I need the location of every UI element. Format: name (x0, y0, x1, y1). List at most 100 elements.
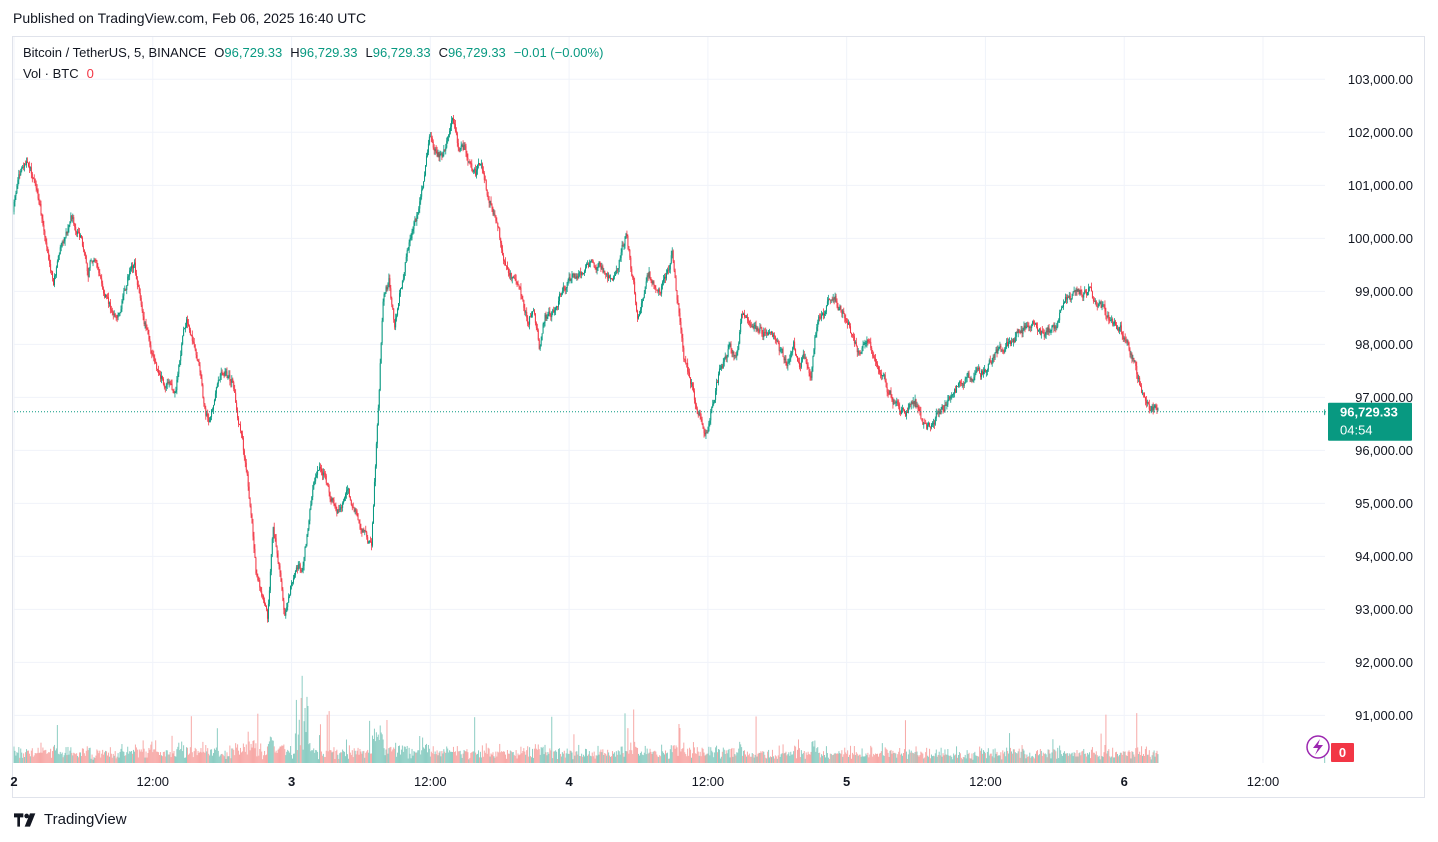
candle-body (1022, 329, 1024, 334)
candle-body (1026, 325, 1028, 328)
volume-bar (977, 756, 979, 763)
candle-body (1101, 305, 1103, 308)
candle-body (1007, 342, 1009, 347)
volume-bar (464, 751, 466, 763)
candle-body (850, 333, 852, 335)
volume-bar (673, 745, 675, 763)
candle-body (1061, 307, 1063, 311)
tradingview-logo[interactable]: TradingView (14, 811, 127, 828)
volume-bar (398, 746, 400, 763)
volume-bar (560, 756, 562, 763)
candle-body (629, 250, 631, 258)
candle-body (594, 267, 596, 268)
candle-body (658, 289, 660, 292)
volume-bar (451, 751, 453, 763)
volume-bar (765, 757, 767, 763)
candle-body (554, 310, 556, 313)
candle-body (668, 269, 670, 271)
volume-bar (629, 749, 631, 763)
volume-bar (596, 755, 598, 763)
candle-body (1054, 326, 1056, 329)
candle-body (549, 311, 551, 316)
candle-body (916, 406, 918, 408)
candle-body (645, 281, 647, 287)
candle-body (514, 278, 516, 280)
volume-bar (513, 754, 515, 763)
volume-bar (736, 752, 738, 763)
volume-bar (452, 746, 454, 763)
volume-bar (870, 745, 872, 763)
candle-body (444, 149, 446, 151)
volume-bar (81, 748, 83, 763)
volume-bar (218, 756, 220, 763)
volume-bar (873, 753, 875, 763)
volume-bar (320, 751, 322, 763)
candle-body (1034, 323, 1036, 325)
candle-body (347, 488, 349, 490)
volume-bar (419, 736, 421, 763)
candle-body (565, 288, 567, 291)
candle-body (731, 349, 733, 354)
volume-bar (983, 750, 985, 763)
candle-body (898, 404, 900, 407)
volume-bar (681, 748, 683, 763)
volume-bar (49, 752, 51, 763)
candle-body (458, 148, 460, 151)
lightning-icon[interactable] (1306, 735, 1330, 759)
candle-body (553, 310, 555, 313)
candle-body (331, 498, 333, 502)
volume-bar (639, 753, 641, 763)
candle-body (1128, 342, 1130, 350)
candle-body (853, 336, 855, 344)
candle-body (717, 382, 719, 383)
candle-body (173, 390, 175, 394)
volume-bar (40, 742, 42, 763)
candle-body (763, 332, 765, 338)
candle-body (877, 366, 879, 370)
candle-body (508, 273, 510, 276)
candle-body (741, 313, 743, 323)
volume-bar (46, 753, 48, 763)
volume-bar (170, 757, 172, 763)
volume-bar (160, 755, 162, 763)
candle-body (955, 389, 957, 393)
volume-bar (538, 749, 540, 763)
volume-bar (18, 747, 20, 763)
volume-bar (1122, 751, 1124, 763)
volume-bar (624, 713, 626, 763)
volume-bar (755, 716, 757, 763)
candle-body (630, 257, 632, 269)
volume-bar (647, 753, 649, 763)
volume-bar (299, 745, 301, 763)
volume-bar (1021, 745, 1023, 763)
candle-body (521, 295, 523, 299)
x-tick-label: 12:00 (1247, 774, 1280, 789)
volume-bar (829, 753, 831, 763)
volume-bar (181, 741, 183, 763)
volume-bar (516, 758, 518, 763)
volume-bar (1014, 752, 1016, 763)
candle-body (810, 376, 812, 378)
volume-bar (1019, 757, 1021, 763)
volume-bar (518, 755, 520, 763)
candle-body (487, 195, 489, 200)
volume-bar (645, 754, 647, 763)
candle-body (326, 482, 328, 484)
candle-body (996, 349, 998, 354)
chart-frame[interactable] (12, 36, 1425, 798)
candle-body (727, 349, 729, 357)
volume-bar (670, 745, 672, 763)
candle-body (960, 383, 962, 384)
candle-body (464, 145, 466, 147)
volume-bar (1081, 751, 1083, 763)
volume-bar (20, 748, 22, 763)
candle-body (982, 370, 984, 374)
volume-bar (295, 699, 297, 763)
volume-bar (359, 749, 361, 763)
volume-bar (789, 755, 791, 763)
volume-bar (348, 745, 350, 763)
candle-body (337, 509, 339, 514)
candle-body (265, 603, 267, 606)
candle-body (613, 275, 615, 278)
